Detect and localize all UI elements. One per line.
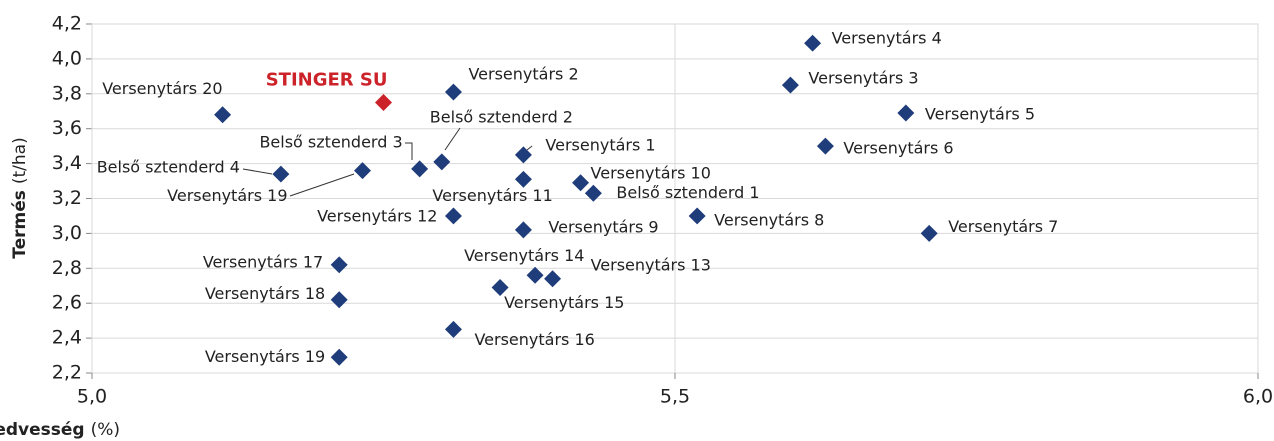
point (526, 266, 544, 284)
leader-line (289, 173, 355, 197)
y-tick-label: 2,8 (52, 257, 82, 279)
point-label: Versenytárs 20 (102, 79, 222, 98)
point (411, 160, 429, 178)
x-tick-label: 5,0 (77, 386, 107, 408)
point-label: Versenytárs 7 (948, 217, 1058, 236)
point (491, 279, 509, 296)
point-label: Versenytárs 2 (468, 65, 578, 84)
leader-line (242, 168, 273, 175)
point (584, 184, 602, 202)
point-label: Belső sztenderd 2 (430, 107, 573, 126)
x-axis-title: Betakarításkori szemnedvesség (%) (0, 420, 120, 440)
point (816, 137, 834, 155)
leader-line (526, 145, 533, 151)
y-tick-label: 3,0 (52, 222, 82, 244)
point-label: Versenytárs 16 (474, 330, 594, 349)
point (444, 320, 462, 338)
point-label: Versenytárs 13 (591, 255, 711, 274)
y-tick-label: 3,8 (52, 82, 82, 104)
point (897, 104, 915, 122)
y-tick-label: 3,6 (52, 117, 82, 139)
point (781, 76, 799, 94)
y-axis-title: Termés (t/ha) (10, 137, 30, 258)
point (272, 165, 290, 183)
point (514, 146, 532, 164)
leader-line (405, 142, 413, 160)
point (354, 162, 371, 180)
y-unit: (t/ha) (10, 137, 30, 184)
point (804, 34, 822, 52)
point-label: Versenytárs 9 (548, 217, 658, 236)
point-label: Belső sztenderd 4 (97, 158, 240, 177)
point-label: Versenytárs 8 (714, 210, 824, 229)
point (688, 207, 706, 225)
y-tick-label: 4,2 (52, 13, 82, 35)
y-tick-label: 4,0 (52, 47, 82, 69)
point (214, 106, 232, 124)
point-label: Belső sztenderd 1 (616, 183, 759, 202)
y-tick-label: 2,6 (52, 292, 82, 314)
point-label: Versenytárs 6 (843, 139, 953, 158)
point-label: Versenytárs 11 (432, 186, 552, 205)
x-label: Betakarításkori szemnedvesség (0, 420, 85, 440)
point-label: Versenytárs 1 (545, 135, 655, 154)
x-tick-label: 5,5 (660, 386, 690, 408)
point (444, 207, 462, 225)
point (514, 221, 532, 239)
point (444, 83, 462, 101)
x-tick-label: 6,0 (1243, 386, 1273, 408)
point-label: Belső sztenderd 3 (259, 132, 402, 151)
point-label: Versenytárs 14 (464, 246, 584, 265)
point-label: Versenytárs 17 (203, 252, 323, 271)
y-tick-label: 2,4 (52, 327, 82, 349)
point-label: Versenytárs 12 (317, 206, 437, 225)
point-label: Versenytárs 19 (205, 347, 325, 366)
point-label: STINGER SU (266, 70, 388, 91)
point (920, 224, 938, 242)
point (330, 348, 348, 366)
y-tick-label: 3,2 (52, 187, 82, 209)
y-label: Termés (10, 190, 30, 259)
point-label: Versenytárs 15 (504, 293, 624, 312)
point-label: Versenytárs 5 (925, 104, 1035, 123)
leader-line (444, 127, 461, 151)
point (433, 153, 451, 171)
point-label: Versenytárs 18 (205, 284, 325, 303)
x-unit: (%) (91, 420, 120, 440)
point-label: Versenytárs 3 (808, 69, 918, 88)
point (514, 170, 532, 188)
point (330, 291, 348, 309)
point (330, 256, 348, 274)
point-label: Versenytárs 10 (591, 163, 711, 182)
point-label: Versenytárs 19 (167, 186, 287, 205)
point (572, 174, 590, 192)
y-tick-label: 2,2 (52, 362, 82, 384)
point-label: Versenytárs 4 (832, 29, 942, 48)
y-tick-label: 3,4 (52, 152, 82, 174)
point (544, 270, 562, 288)
point (375, 94, 392, 112)
